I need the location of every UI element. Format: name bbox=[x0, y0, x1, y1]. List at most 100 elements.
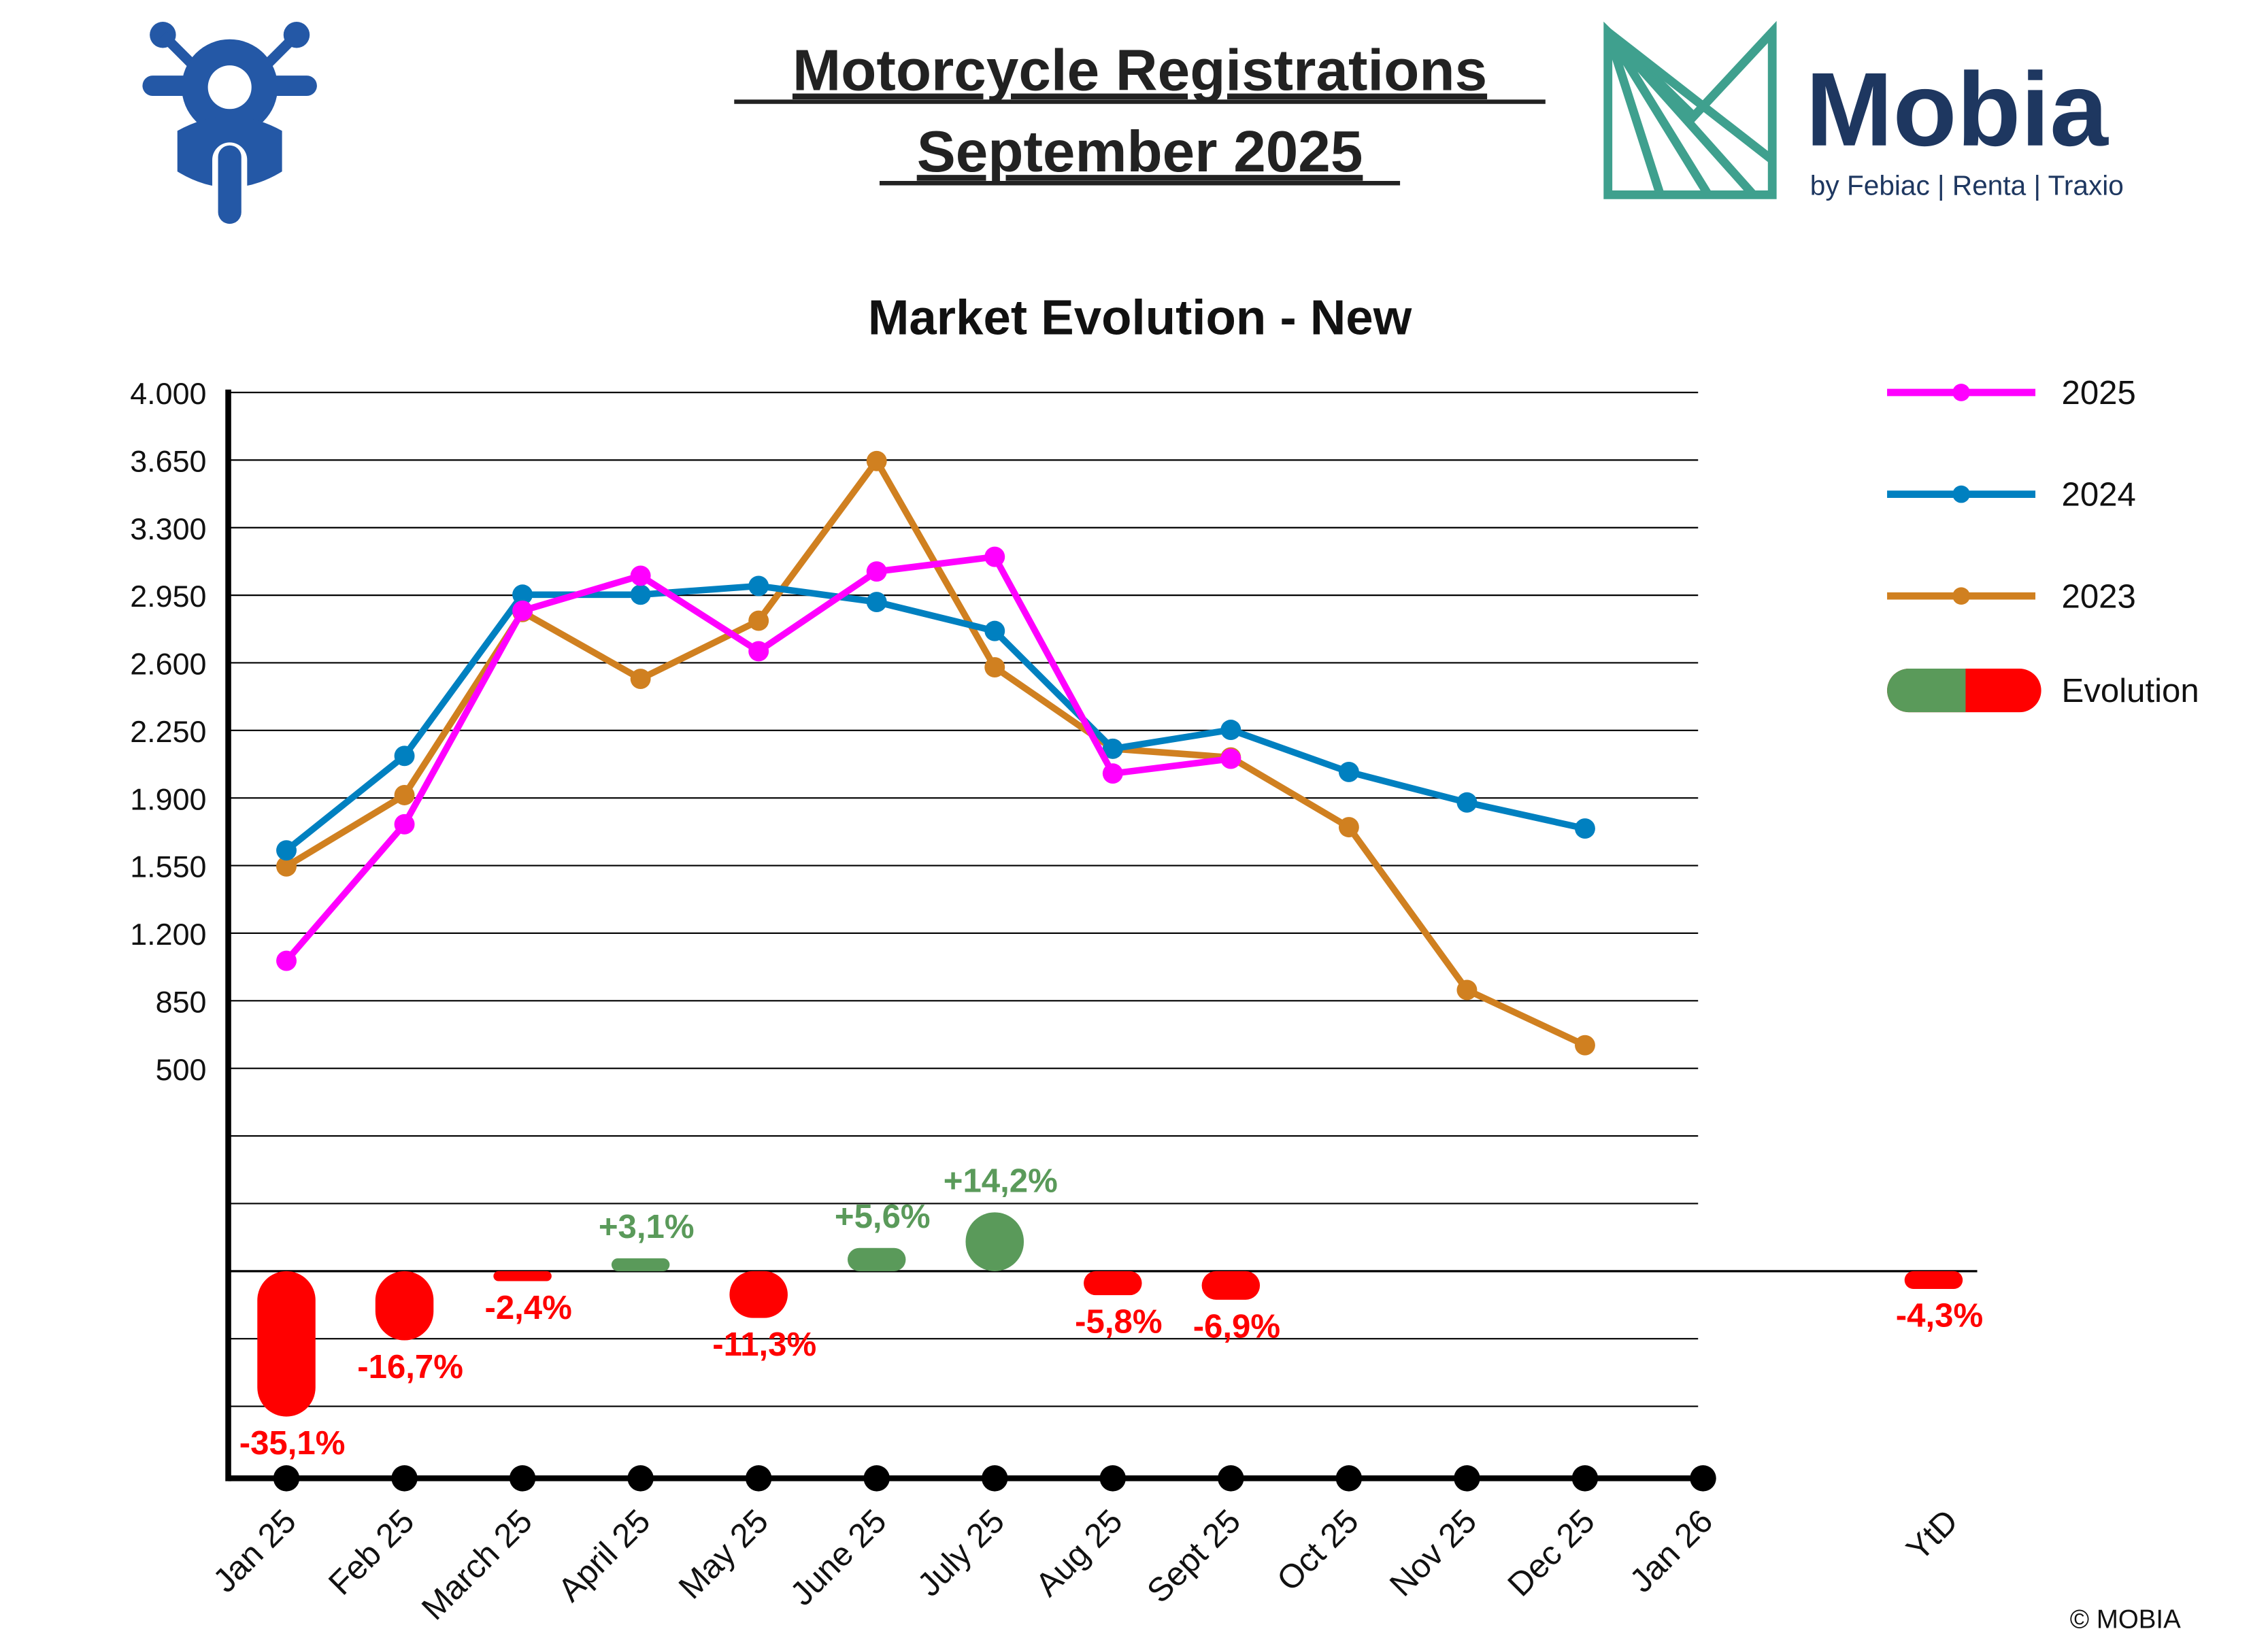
y-tick-label: 1.200 bbox=[130, 917, 206, 952]
legend-label: Evolution bbox=[2062, 673, 2199, 709]
mobia-logo-icon bbox=[1603, 20, 1777, 199]
x-axis-marker bbox=[1218, 1465, 1244, 1492]
y-tick-label: 2.250 bbox=[130, 714, 206, 749]
data-point-2023 bbox=[1338, 817, 1359, 838]
x-tick-label: June 25 bbox=[784, 1503, 894, 1613]
data-point-2024 bbox=[512, 584, 533, 605]
chart-title: Market Evolution - New bbox=[868, 290, 1412, 346]
data-point-2025 bbox=[512, 600, 533, 621]
evolution-bubble bbox=[729, 1271, 788, 1318]
evolution-label: -35,1% bbox=[239, 1425, 346, 1462]
data-point-2025 bbox=[748, 641, 769, 662]
y-tick-label: 4.000 bbox=[130, 376, 206, 411]
data-point-2023 bbox=[984, 657, 1005, 677]
evolution-bubble bbox=[1904, 1271, 1963, 1290]
data-point-2023 bbox=[1574, 1035, 1595, 1056]
evolution-label: -4,3% bbox=[1896, 1298, 1983, 1335]
x-tick-label: March 25 bbox=[415, 1503, 539, 1627]
x-tick-label: May 25 bbox=[672, 1503, 776, 1606]
legend-label: 2024 bbox=[2062, 477, 2136, 514]
brand-name: Mobia bbox=[1805, 51, 2109, 168]
x-tick-label: July 25 bbox=[911, 1503, 1012, 1603]
evolution-label: -6,9% bbox=[1193, 1308, 1280, 1345]
y-tick-label: 500 bbox=[156, 1052, 207, 1087]
x-axis-marker bbox=[391, 1465, 418, 1492]
data-point-2023 bbox=[748, 610, 769, 631]
evolution-bubble bbox=[611, 1258, 670, 1271]
y-tick-label: 3.300 bbox=[130, 511, 206, 546]
data-point-2023 bbox=[276, 856, 297, 877]
x-tick-label: Jan 25 bbox=[206, 1503, 303, 1600]
title-line1: Motorcycle Registrations bbox=[793, 38, 1487, 103]
data-point-2025 bbox=[630, 565, 651, 586]
evolution-label: +3,1% bbox=[599, 1209, 695, 1245]
x-axis-marker bbox=[627, 1465, 654, 1492]
x-axis-marker bbox=[863, 1465, 890, 1492]
x-tick-label: Feb 25 bbox=[322, 1503, 421, 1602]
title-line2: September 2025 bbox=[917, 120, 1363, 184]
data-point-2024 bbox=[1338, 761, 1359, 782]
evolution-bubble bbox=[257, 1271, 316, 1417]
data-point-2023 bbox=[630, 669, 651, 690]
x-tick-label-ytd: YtD bbox=[1900, 1503, 1965, 1568]
data-point-2024 bbox=[984, 620, 1005, 641]
legend-label: 2023 bbox=[2062, 578, 2136, 615]
evolution-bubbles: -35,1% -16,7% -2,4% +3,1% -11,3% +5,6% +14,2% -… bbox=[239, 1162, 1983, 1462]
data-point-2024 bbox=[1102, 738, 1123, 759]
evolution-bubble bbox=[493, 1271, 552, 1281]
y-tick-label: 3.650 bbox=[130, 443, 206, 478]
y-axis-ticks: 4.000 3.650 3.300 2.950 2.600 2.250 1.900 1.550… bbox=[130, 376, 206, 1087]
data-point-2024 bbox=[1220, 720, 1241, 740]
evolution-bubble bbox=[847, 1247, 906, 1271]
x-tick-label: Jan 26 bbox=[1623, 1503, 1720, 1600]
gridlines bbox=[228, 391, 1978, 1407]
x-axis-marker bbox=[1454, 1465, 1480, 1492]
evolution-label: -2,4% bbox=[484, 1290, 571, 1326]
legend-label: 2025 bbox=[2062, 375, 2136, 412]
data-point-2023 bbox=[394, 785, 415, 805]
x-tick-label: Aug 25 bbox=[1029, 1503, 1129, 1603]
series-line-2023 bbox=[284, 457, 1586, 1049]
x-tick-label: Sept 25 bbox=[1140, 1503, 1248, 1610]
legend-marker-2023 bbox=[1952, 587, 1970, 605]
data-point-2024 bbox=[1456, 792, 1478, 813]
data-point-2024 bbox=[1574, 818, 1595, 839]
evolution-label: +14,2% bbox=[944, 1162, 1058, 1199]
legend-evolution-positive bbox=[1887, 669, 1966, 713]
x-tick-label: Dec 25 bbox=[1501, 1503, 1602, 1603]
data-point-2025 bbox=[276, 950, 297, 971]
copyright: © MOBIA bbox=[2070, 1605, 2181, 1634]
data-point-2024 bbox=[866, 592, 887, 613]
legend-marker-2024 bbox=[1952, 485, 1970, 503]
data-point-2024 bbox=[394, 745, 415, 767]
y-tick-label: 1.550 bbox=[130, 850, 206, 884]
legend-marker-2025 bbox=[1952, 384, 1970, 401]
y-tick-label: 1.900 bbox=[130, 782, 206, 816]
evolution-bubble bbox=[375, 1271, 434, 1341]
x-axis-marker bbox=[1335, 1465, 1363, 1492]
evolution-bubble bbox=[1084, 1271, 1142, 1296]
data-point-2025 bbox=[394, 813, 415, 835]
data-point-2025 bbox=[866, 561, 887, 582]
y-tick-label: 2.600 bbox=[130, 647, 206, 682]
evolution-label: -11,3% bbox=[712, 1326, 816, 1363]
x-axis-marker bbox=[982, 1465, 1008, 1492]
data-point-2023 bbox=[866, 450, 887, 471]
evolution-label: +5,6% bbox=[835, 1198, 931, 1235]
evolution-label: -5,8% bbox=[1075, 1304, 1162, 1341]
x-tick-label: Oct 25 bbox=[1270, 1503, 1366, 1598]
x-tick-label: April 25 bbox=[552, 1503, 658, 1609]
legend: 2025 2024 2023 Evolution bbox=[1887, 375, 2199, 713]
data-point-2024 bbox=[630, 584, 651, 605]
brand-tagline: by Febiac | Renta | Traxio bbox=[1810, 169, 2124, 201]
x-axis-marker bbox=[273, 1465, 300, 1492]
data-point-2025 bbox=[984, 546, 1005, 567]
evolution-bubble bbox=[965, 1212, 1024, 1271]
x-axis-marker bbox=[1571, 1465, 1599, 1492]
data-point-2024 bbox=[748, 575, 769, 597]
data-point-2025 bbox=[1102, 763, 1123, 784]
x-tick-label: Nov 25 bbox=[1383, 1503, 1484, 1603]
data-point-2024 bbox=[276, 840, 297, 861]
evolution-bubble bbox=[1201, 1271, 1261, 1300]
